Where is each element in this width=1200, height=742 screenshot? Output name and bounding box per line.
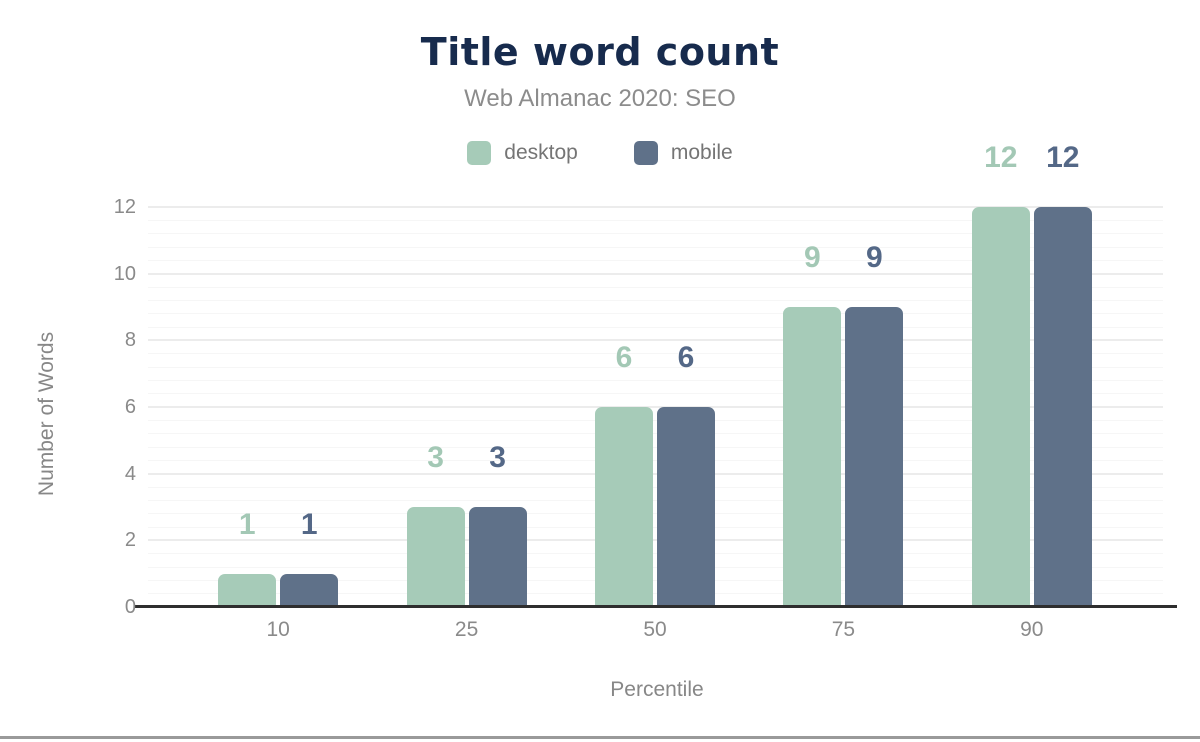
- legend-swatch-desktop: [467, 141, 492, 165]
- minor-gridline: [148, 486, 1163, 488]
- bar-mobile-p25: [468, 507, 527, 607]
- major-gridline: [148, 206, 1163, 208]
- major-gridline: [148, 406, 1163, 408]
- legend-item-mobile: mobile: [633, 141, 733, 165]
- minor-gridline: [148, 313, 1163, 315]
- minor-gridline: [148, 446, 1163, 448]
- chart-title: Title word count: [420, 30, 780, 74]
- chart-subtitle: Web Almanac 2020: SEO: [464, 85, 736, 112]
- legend: desktop mobile: [0, 141, 1200, 165]
- legend-item-desktop: desktop: [467, 141, 578, 165]
- value-label-mobile-p75: 9: [866, 241, 883, 274]
- bar-mobile-p75: [845, 307, 904, 607]
- minor-gridline: [148, 326, 1163, 328]
- y-axis-title: Number of Words: [35, 331, 58, 497]
- value-label-desktop-p75: 9: [804, 241, 821, 274]
- major-gridline: [148, 472, 1163, 475]
- x-tick-label-50: 50: [643, 618, 667, 641]
- minor-gridline: [148, 566, 1163, 568]
- value-label-mobile-p50: 6: [677, 341, 695, 374]
- bar-desktop-p10: [218, 573, 277, 607]
- value-label-desktop-p90: 12: [984, 141, 1018, 174]
- bar-mobile-p90: [1033, 207, 1092, 607]
- value-label-mobile-p10: 1: [300, 507, 318, 541]
- x-tick-label-10: 10: [266, 618, 290, 641]
- value-label-desktop-p25: 3: [427, 441, 444, 474]
- minor-gridline: [148, 579, 1163, 581]
- bar-desktop-p50: [595, 407, 653, 607]
- major-gridline: [148, 539, 1163, 542]
- major-gridline: [148, 339, 1163, 342]
- y-tick-label-6: 6: [124, 396, 136, 418]
- minor-gridline: [148, 433, 1163, 435]
- minor-gridline: [148, 393, 1163, 395]
- minor-gridline: [148, 246, 1163, 248]
- minor-gridline: [148, 526, 1163, 528]
- minor-gridline: [148, 366, 1163, 368]
- x-tick-label-25: 25: [454, 618, 479, 641]
- major-gridline: [148, 272, 1163, 275]
- minor-gridline: [148, 299, 1163, 301]
- y-tick-label-8: 8: [124, 329, 136, 352]
- y-tick-label-0: 0: [124, 596, 136, 618]
- legend-label-mobile: mobile: [670, 141, 733, 164]
- minor-gridline: [148, 499, 1163, 501]
- x-tick-label-75: 75: [831, 618, 856, 641]
- value-label-mobile-p25: 3: [489, 441, 506, 474]
- minor-gridline: [148, 219, 1163, 221]
- bottom-divider: [0, 736, 1200, 739]
- bar-mobile-p50: [657, 407, 715, 607]
- value-label-mobile-p90: 12: [1046, 141, 1080, 174]
- bar-desktop-p25: [406, 507, 465, 607]
- y-tick-label-12: 12: [113, 196, 136, 218]
- minor-gridline: [148, 379, 1163, 381]
- legend-swatch-mobile: [633, 141, 658, 165]
- minor-gridline: [148, 593, 1163, 595]
- minor-gridline: [148, 353, 1163, 355]
- value-label-desktop-p50: 6: [615, 341, 633, 374]
- minor-gridline: [148, 513, 1163, 515]
- y-tick-label-10: 10: [113, 262, 136, 285]
- bar-desktop-p90: [971, 207, 1030, 607]
- minor-gridline: [148, 233, 1163, 235]
- x-axis-title: Percentile: [610, 678, 704, 701]
- x-tick-label-90: 90: [1020, 618, 1044, 641]
- minor-gridline: [148, 259, 1163, 261]
- x-axis-line: [134, 605, 1177, 608]
- minor-gridline: [148, 419, 1163, 421]
- minor-gridline: [148, 459, 1163, 461]
- minor-gridline: [148, 553, 1163, 555]
- y-tick-label-2: 2: [124, 529, 136, 552]
- minor-gridline: [148, 286, 1163, 288]
- y-tick-label-4: 4: [124, 462, 136, 485]
- bar-desktop-p75: [783, 307, 842, 607]
- value-label-desktop-p10: 1: [238, 507, 256, 541]
- bar-mobile-p10: [280, 573, 339, 607]
- legend-label-desktop: desktop: [504, 141, 578, 164]
